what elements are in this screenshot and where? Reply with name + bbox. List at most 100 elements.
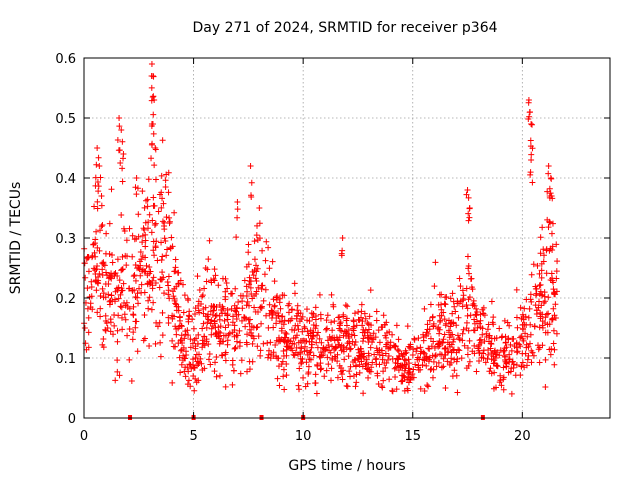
data-point <box>163 214 170 221</box>
data-point <box>345 327 352 334</box>
spike-point <box>117 160 124 167</box>
data-point <box>408 374 415 381</box>
data-point <box>121 227 128 234</box>
data-point <box>266 265 273 272</box>
data-point <box>100 335 107 342</box>
data-point <box>206 351 213 358</box>
data-point <box>487 345 494 352</box>
data-point <box>473 368 480 375</box>
data-point <box>282 329 289 336</box>
data-point <box>478 354 485 361</box>
data-point <box>145 219 152 226</box>
data-point <box>263 312 270 319</box>
data-point <box>228 290 235 297</box>
data-point <box>480 350 487 357</box>
axis-ticks: 0 5 10 15 20 0 0.1 0.2 0.3 0.4 0.5 0.6 <box>55 52 610 444</box>
data-point <box>344 383 351 390</box>
data-point <box>115 284 122 291</box>
data-point <box>253 288 260 295</box>
data-point <box>284 338 291 345</box>
spike-point <box>151 97 158 103</box>
data-point <box>391 365 398 372</box>
data-point <box>102 281 109 288</box>
data-point <box>291 352 298 359</box>
data-point <box>144 196 151 203</box>
data-point <box>413 345 420 352</box>
data-point <box>88 278 95 285</box>
y-axis-label: SRMTID / TECUs <box>8 182 24 295</box>
data-point <box>327 349 334 356</box>
data-point <box>191 387 198 394</box>
data-point <box>185 318 192 325</box>
data-point <box>448 320 455 327</box>
data-point <box>232 345 239 352</box>
spike-point <box>465 210 472 217</box>
data-point <box>334 374 341 381</box>
data-point <box>313 339 320 346</box>
data-point <box>190 373 197 380</box>
data-point <box>90 265 97 272</box>
data-point <box>212 359 219 366</box>
data-point <box>385 352 392 359</box>
spike-point <box>256 205 263 211</box>
data-point <box>139 188 146 195</box>
data-point <box>328 335 335 342</box>
data-point <box>425 345 432 352</box>
data-point <box>517 334 524 341</box>
data-point <box>129 232 136 239</box>
data-point <box>317 360 324 367</box>
data-point <box>93 287 100 294</box>
data-point <box>196 286 203 293</box>
data-point <box>424 321 431 328</box>
data-point <box>123 262 130 269</box>
data-point <box>135 264 142 271</box>
data-point <box>300 374 307 381</box>
data-point <box>189 340 196 347</box>
data-point <box>533 307 540 314</box>
data-point <box>497 372 504 379</box>
data-point <box>453 322 460 329</box>
data-point <box>375 327 382 334</box>
data-point <box>132 318 139 325</box>
data-point <box>546 346 553 353</box>
spike-point <box>545 170 552 177</box>
data-point <box>524 356 531 363</box>
data-point <box>542 383 549 390</box>
data-point <box>161 235 168 242</box>
data-point <box>506 322 513 329</box>
data-point <box>129 336 136 343</box>
data-point <box>435 301 442 308</box>
data-point <box>394 346 401 353</box>
spike-point <box>233 234 240 241</box>
data-point <box>431 345 438 352</box>
data-point <box>252 275 259 282</box>
data-point <box>126 285 133 292</box>
chart-title: Day 271 of 2024, SRMTID for receiver p36… <box>192 20 497 36</box>
data-point <box>253 262 260 269</box>
data-point <box>220 305 227 312</box>
data-point <box>156 319 163 326</box>
data-point <box>85 329 92 336</box>
data-point <box>520 337 527 344</box>
data-point <box>284 344 291 351</box>
data-point <box>479 331 486 338</box>
data-point <box>430 322 437 329</box>
data-point <box>161 223 168 230</box>
data-point <box>109 259 116 266</box>
data-point <box>371 351 378 358</box>
data-point <box>342 328 349 335</box>
data-points <box>81 61 561 397</box>
data-point <box>99 272 106 279</box>
data-point <box>198 360 205 367</box>
data-point <box>297 349 304 356</box>
data-point <box>162 237 169 244</box>
data-point <box>171 296 178 303</box>
data-point <box>208 303 215 310</box>
data-point <box>244 331 251 338</box>
data-point <box>187 344 194 351</box>
data-point <box>353 371 360 378</box>
data-point <box>246 326 253 333</box>
data-point <box>276 382 283 389</box>
data-point <box>378 347 385 354</box>
data-point <box>304 317 311 324</box>
